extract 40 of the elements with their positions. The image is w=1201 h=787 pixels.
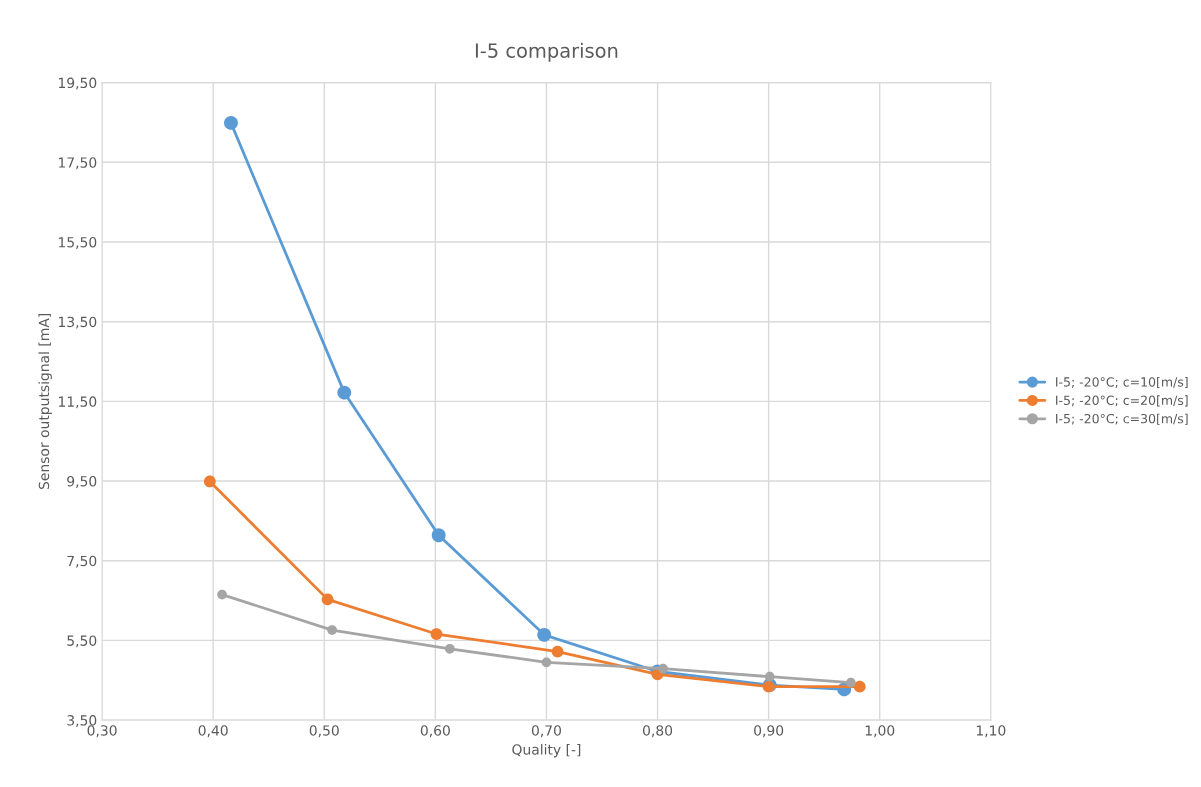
y-tick-label: 9,50 xyxy=(67,476,97,488)
point xyxy=(337,385,352,400)
x-tick-label: 1,00 xyxy=(865,725,895,738)
point xyxy=(224,115,238,130)
y-tick-label: 11,50 xyxy=(58,396,97,409)
x-tick-label: 0,40 xyxy=(198,725,228,738)
point xyxy=(217,589,227,600)
y-tick-label: 3,50 xyxy=(67,715,97,727)
point xyxy=(321,593,334,606)
point xyxy=(541,657,552,668)
y-tick-label: 7,50 xyxy=(67,555,97,568)
point xyxy=(551,645,564,658)
point xyxy=(203,475,216,488)
point xyxy=(537,627,552,642)
x-tick-label: 0,60 xyxy=(420,725,450,738)
y-tick-label: 19,50 xyxy=(58,77,97,90)
legend-label: I-5; -20°C; c=30[m/s] xyxy=(1056,413,1188,425)
point xyxy=(444,643,455,654)
point xyxy=(327,625,337,635)
x-tick-label: 0,50 xyxy=(309,725,339,738)
x-tick-label: 0,90 xyxy=(754,725,784,738)
point xyxy=(658,663,668,674)
y-tick-label: 5,50 xyxy=(67,635,97,648)
y-axis-title: Sensor outputsignal [mA] xyxy=(38,313,52,490)
point xyxy=(853,680,866,693)
y-tick-label: 17,50 xyxy=(58,157,97,170)
chart-title: I-5 comparison xyxy=(475,42,618,62)
x-axis-title: Quality [-] xyxy=(512,743,581,758)
x-tick-label: 0,30 xyxy=(87,725,117,738)
point xyxy=(431,528,446,543)
point xyxy=(845,677,856,688)
y-tick-label: 13,50 xyxy=(58,316,97,329)
x-tick-label: 1,10 xyxy=(976,725,1006,738)
legend-label: I-5; -20°C; c=10[m/s] xyxy=(1056,376,1188,389)
legend-label: I-5; -20°C; c=20[m/s] xyxy=(1056,395,1188,407)
x-tick-label: 0,80 xyxy=(643,725,673,738)
point xyxy=(430,628,443,640)
y-tick-label: 15,50 xyxy=(58,236,97,249)
x-tick-label: 0,70 xyxy=(531,725,561,738)
point xyxy=(764,671,775,682)
